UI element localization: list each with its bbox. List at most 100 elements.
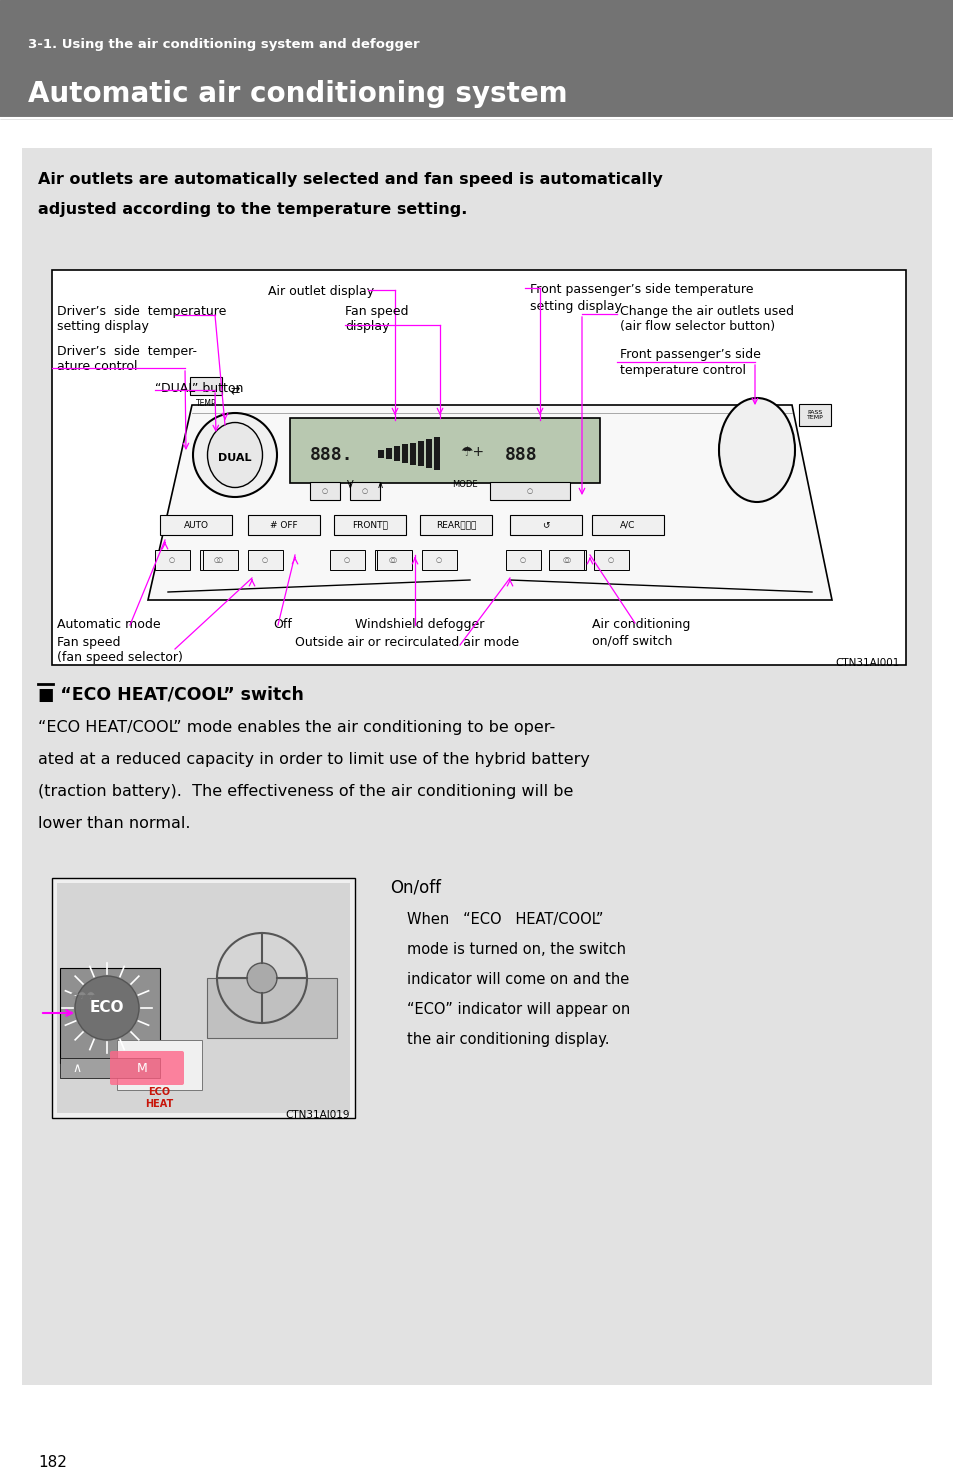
Bar [60,968,160,1063]
Bar [160,515,232,535]
Text: Front passenger’s side temperature: Front passenger’s side temperature [530,283,753,296]
Text: 888.: 888. [310,447,354,465]
Text: ○: ○ [213,558,220,563]
Bar [386,448,392,459]
Ellipse shape [208,422,262,488]
Text: setting display: setting display [530,299,621,313]
Bar [57,884,350,1114]
Bar [551,550,585,569]
Text: ○: ○ [607,558,614,563]
Bar [401,444,408,463]
Text: ○: ○ [216,558,223,563]
Text: (fan speed selector): (fan speed selector) [57,650,183,664]
Text: “DUAL” button: “DUAL” button [154,382,243,395]
Text: on/off switch: on/off switch [592,634,672,648]
Text: # OFF: # OFF [270,521,297,530]
Bar [377,450,384,457]
Text: ○: ○ [436,558,441,563]
Bar [417,441,423,466]
Bar [290,417,599,482]
Bar [594,550,628,569]
Bar [434,437,439,469]
Text: ○: ○ [391,558,396,563]
Text: ○: ○ [389,558,395,563]
Text: CTN31AI001: CTN31AI001 [835,658,899,668]
Text: ○: ○ [344,558,350,563]
Text: (traction battery).  The effectiveness of the air conditioning will be: (traction battery). The effectiveness of… [38,785,573,799]
Text: Change the air outlets used: Change the air outlets used [619,305,793,319]
Bar [190,378,222,395]
Text: 888: 888 [504,447,537,465]
Text: Outside air or recirculated air mode: Outside air or recirculated air mode [294,636,518,649]
Text: 3-1. Using the air conditioning system and defogger: 3-1. Using the air conditioning system a… [28,38,419,52]
Text: temperature control: temperature control [619,364,745,378]
Text: “ECO” indicator will appear on: “ECO” indicator will appear on [407,1002,630,1016]
Text: ■ “ECO HEAT/COOL” switch: ■ “ECO HEAT/COOL” switch [38,686,304,704]
Text: ○: ○ [262,558,268,563]
Text: ature control: ature control [57,360,137,373]
Text: “ECO HEAT/COOL” mode enables the air conditioning to be oper-: “ECO HEAT/COOL” mode enables the air con… [38,720,555,735]
Text: ○: ○ [564,558,571,563]
Text: FRONTⓙ: FRONTⓙ [352,521,388,530]
Text: ated at a reduced capacity in order to limit use of the hybrid battery: ated at a reduced capacity in order to l… [38,752,589,767]
Bar [419,515,492,535]
Text: Air conditioning: Air conditioning [592,618,690,631]
Text: Automatic air conditioning system: Automatic air conditioning system [28,80,567,108]
Text: setting display: setting display [57,320,149,333]
Text: Driver’s  side  temper-: Driver’s side temper- [57,345,196,358]
Text: On/off: On/off [390,878,440,895]
Bar [350,482,379,500]
Text: ⇄: ⇄ [230,386,239,395]
Text: Off: Off [273,618,292,631]
Text: Fan speed: Fan speed [345,305,408,319]
Bar [505,550,540,569]
Text: A/C: A/C [619,521,635,530]
Bar [310,482,339,500]
Text: V: V [346,479,353,490]
Text: REARⓙⓙⓙ: REARⓙⓙⓙ [436,521,476,530]
Text: Front passenger’s side: Front passenger’s side [619,348,760,361]
Text: display: display [345,320,389,333]
Bar [394,445,399,462]
Bar [0,0,953,118]
Text: ☂☂☂: ☂☂☂ [70,991,96,1002]
Bar [248,550,283,569]
Text: ○: ○ [321,488,328,494]
Text: TEMP: TEMP [195,400,216,409]
Text: the air conditioning display.: the air conditioning display. [407,1032,609,1047]
Text: When   “ECO   HEAT/COOL”: When “ECO HEAT/COOL” [407,912,603,926]
Text: Air outlet display: Air outlet display [268,285,374,298]
Text: ☂+: ☂+ [459,445,483,460]
Text: M: M [137,1062,148,1074]
Text: PASS
TEMP: PASS TEMP [806,410,822,420]
Text: indicator will come on and the: indicator will come on and the [407,972,629,987]
Text: Windshield defogger: Windshield defogger [355,618,484,631]
Bar [510,515,581,535]
Ellipse shape [719,398,794,502]
Text: ○: ○ [562,558,569,563]
Bar [248,515,319,535]
Text: Driver’s  side  temperature: Driver’s side temperature [57,305,226,319]
Bar [330,550,365,569]
Text: DUAL: DUAL [218,453,252,463]
Bar [426,440,432,468]
Circle shape [75,976,139,1040]
Polygon shape [148,406,831,600]
Text: MODE: MODE [452,479,477,490]
Text: ∧: ∧ [376,479,383,490]
Text: ECO
HEAT: ECO HEAT [145,1087,172,1109]
Text: 182: 182 [38,1454,67,1471]
Bar [410,442,416,465]
Bar [421,550,456,569]
Text: ∧: ∧ [71,1062,81,1074]
Bar [52,878,355,1118]
Text: ○: ○ [519,558,525,563]
Text: AUTO: AUTO [183,521,209,530]
Bar [490,482,569,500]
Text: Air outlets are automatically selected and fan speed is automatically: Air outlets are automatically selected a… [38,173,662,187]
Text: (air flow selector button): (air flow selector button) [619,320,774,333]
Bar [375,550,410,569]
Text: mode is turned on, the switch: mode is turned on, the switch [407,943,625,957]
Text: ↺: ↺ [541,521,549,530]
Bar [592,515,663,535]
